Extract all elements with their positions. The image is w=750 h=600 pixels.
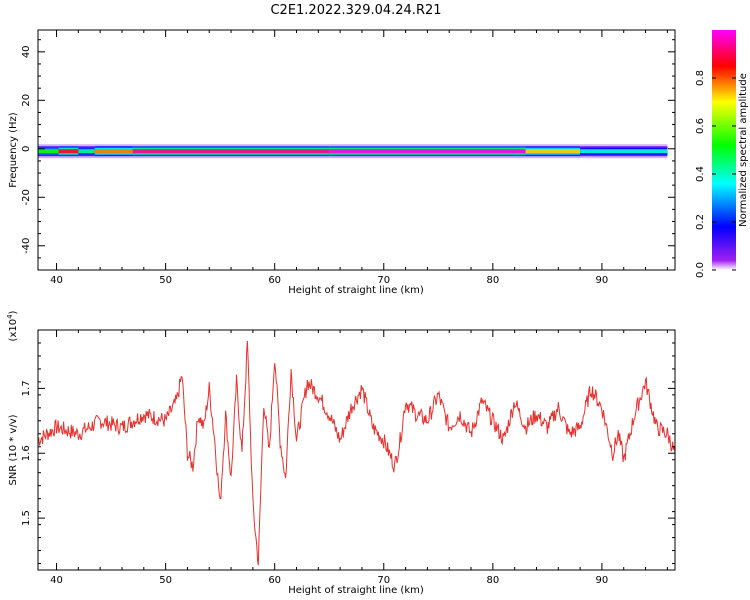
colorbar-tick-label: 0.0 bbox=[695, 262, 706, 278]
line-y-ticks: 1.5 1.6 1.7 bbox=[21, 342, 675, 565]
heatmap-band-cell bbox=[78, 149, 95, 154]
heatmap-x-tick-label: 50 bbox=[159, 275, 172, 286]
heatmap-band-cell bbox=[580, 149, 668, 154]
heatmap-y-tick-label: 20 bbox=[21, 94, 32, 107]
colorbar-tick-label: 0.2 bbox=[695, 214, 706, 230]
colorbar-tick-label: 0.4 bbox=[695, 166, 706, 182]
line-y-scale-label: (x104) bbox=[6, 310, 19, 341]
heatmap-panel: 40 50 60 70 80 90 -40 -20 0 20 40 Height of strai… bbox=[8, 29, 676, 296]
heatmap-y-ticks: -40 -20 0 20 40 bbox=[21, 39, 675, 271]
heatmap-x-tick-label: 60 bbox=[268, 275, 281, 286]
line-y-axis-label: SNR (10 * v/v) bbox=[8, 414, 19, 485]
heatmap-frame bbox=[37, 29, 676, 271]
heatmap-band-cell bbox=[38, 149, 59, 154]
line-panel: 40 50 60 70 80 90 1.5 1.6 1.7 Height of straigh… bbox=[6, 310, 676, 596]
line-frame bbox=[37, 329, 676, 571]
colorbar-label: Normalized spectral amplitude bbox=[738, 73, 749, 227]
heatmap-y-tick-label: 40 bbox=[21, 45, 32, 58]
colorbar-tick-label: 0.6 bbox=[695, 118, 706, 134]
line-y-tick-label: 1.5 bbox=[21, 510, 32, 526]
heatmap-band-cell bbox=[58, 149, 79, 154]
line-x-tick-label: 90 bbox=[596, 575, 609, 586]
line-x-tick-label: 70 bbox=[377, 575, 390, 586]
line-x-tick-label: 40 bbox=[50, 575, 63, 586]
heatmap-band-cell bbox=[525, 149, 581, 154]
heatmap-y-tick-label: 0 bbox=[21, 146, 32, 152]
line-x-tick-label: 80 bbox=[486, 575, 499, 586]
line-y-tick-label: 1.6 bbox=[21, 445, 32, 461]
heatmap-x-ticks: 40 50 60 70 80 90 bbox=[50, 30, 668, 286]
line-x-tick-label: 50 bbox=[159, 575, 172, 586]
figure-title: C2E1.2022.329.04.24.R21 bbox=[270, 3, 441, 18]
heatmap-x-tick-label: 70 bbox=[377, 275, 390, 286]
heatmap-y-tick-label: -20 bbox=[21, 189, 32, 205]
heatmap-x-tick-label: 40 bbox=[50, 275, 63, 286]
heatmap-band-cell bbox=[94, 149, 133, 154]
heatmap-band bbox=[38, 144, 668, 159]
heatmap-x-tick-label: 90 bbox=[596, 275, 609, 286]
line-x-ticks: 40 50 60 70 80 90 bbox=[50, 330, 668, 586]
colorbar-ticks: 0.0 0.2 0.4 0.6 0.8 bbox=[695, 70, 736, 278]
snr-series-line bbox=[37, 340, 676, 566]
heatmap-band-cell bbox=[329, 149, 526, 154]
heatmap-x-axis-label: Height of straight line (km) bbox=[288, 285, 424, 296]
colorbar: 0.0 0.2 0.4 0.6 0.8 Normalized spectral ampl… bbox=[695, 30, 749, 278]
line-x-axis-label: Height of straight line (km) bbox=[288, 585, 424, 596]
colorbar-gradient bbox=[712, 30, 736, 270]
colorbar-tick-label: 0.8 bbox=[695, 70, 706, 86]
heatmap-y-axis-label: Frequency (Hz) bbox=[8, 112, 19, 188]
heatmap-y-tick-label: -40 bbox=[21, 238, 32, 254]
heatmap-band-cell bbox=[132, 149, 330, 154]
heatmap-x-tick-label: 80 bbox=[486, 275, 499, 286]
line-x-tick-label: 60 bbox=[268, 575, 281, 586]
line-y-tick-label: 1.7 bbox=[21, 380, 32, 396]
